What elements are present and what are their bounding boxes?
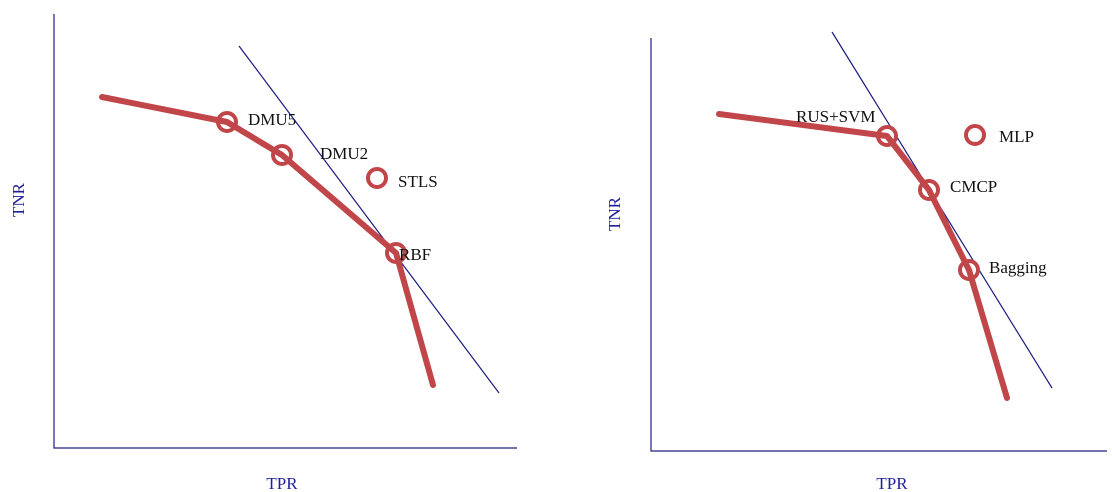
left-tangent-line: [238, 45, 500, 394]
right-point-bagging-marker: [958, 259, 980, 281]
left-y-axis-label: TNR: [9, 182, 28, 217]
left-frontier-curve: [99, 94, 436, 388]
left-x-axis-label: TPR: [266, 474, 298, 492]
left-point-rbf-label: RBF: [399, 245, 431, 264]
right-frontier-curve: [716, 111, 1010, 401]
left-point-dmu5-label: DMU5: [248, 110, 296, 129]
left-point-dmu2-marker: [271, 144, 293, 166]
left-point-stls-label: STLS: [398, 172, 438, 191]
left-point-rbf-marker: [385, 242, 407, 264]
right-point-bagging-label: Bagging: [989, 258, 1047, 277]
right-point-rus-svm-label: RUS+SVM: [796, 107, 876, 126]
left-point-stls-marker: [366, 167, 388, 189]
right-point-cmcp-label: CMCP: [950, 177, 997, 196]
left-point-dmu2-label: DMU2: [320, 144, 368, 163]
right-y-axis-label: TNR: [605, 196, 624, 231]
right-point-cmcp-marker: [918, 179, 940, 201]
right-point-rus-svm-marker: [876, 125, 898, 147]
left-point-dmu5-marker: [216, 111, 238, 133]
left-axes: [53, 14, 517, 449]
left-panel: DMU5 DMU2 STLS RBF TPR TNR: [9, 14, 517, 492]
right-point-mlp-marker: [964, 124, 986, 146]
right-x-axis-label: TPR: [876, 474, 908, 492]
right-point-mlp-label: MLP: [999, 127, 1034, 146]
right-panel: RUS+SVM MLP CMCP Bagging TPR TNR: [605, 31, 1107, 492]
right-axes: [650, 38, 1107, 452]
